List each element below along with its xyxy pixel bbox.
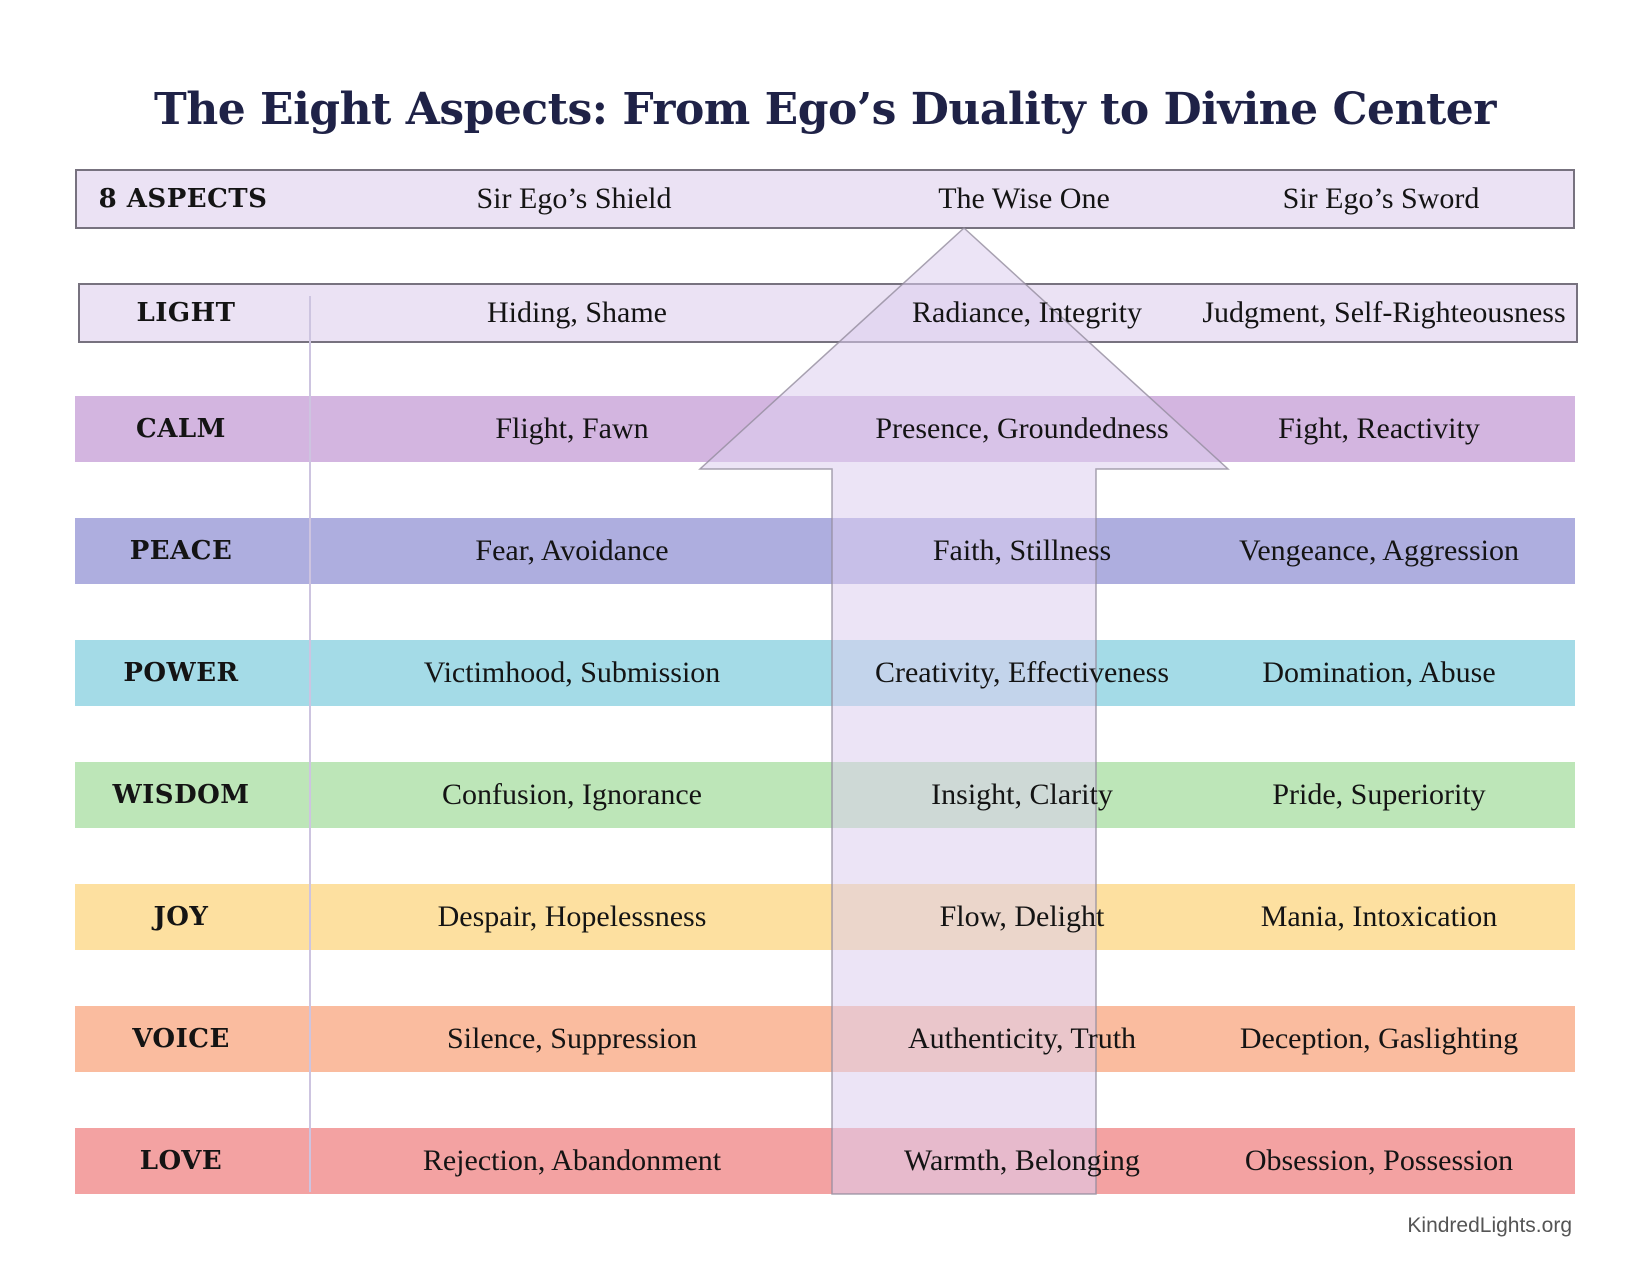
header-center-label: The Wise One [938,182,1110,215]
center-cell: Warmth, Belonging [904,1144,1140,1177]
aspect-label: LIGHT [136,298,236,328]
sword-cell: Mania, Intoxication [1260,900,1498,933]
center-cell: Authenticity, Truth [907,1022,1137,1055]
center-cell: Presence, Groundedness [875,412,1169,445]
aspect-row-calm: CALM Flight, Fawn Presence, Groundedness… [75,396,1575,462]
shield-cell: Hiding, Shame [487,296,667,329]
aspect-row-light: LIGHT Hiding, Shame Radiance, Integrity … [78,283,1578,343]
header-shield-label: Sir Ego’s Shield [476,182,672,215]
aspect-label: POWER [123,658,239,688]
sword-cell: Obsession, Possession [1244,1144,1514,1177]
aspect-row-voice: VOICE Silence, Suppression Authenticity,… [75,1006,1575,1072]
aspect-label: PEACE [129,536,233,566]
aspect-row-power: POWER Victimhood, Submission Creativity,… [75,640,1575,706]
shield-cell: Despair, Hopelessness [437,900,707,933]
aspect-label: JOY [153,902,209,932]
center-cell: Flow, Delight [939,900,1105,933]
aspect-row-peace: PEACE Fear, Avoidance Faith, Stillness V… [75,518,1575,584]
header-sword-label: Sir Ego’s Sword [1282,182,1480,215]
aspect-row-wisdom: WISDOM Confusion, Ignorance Insight, Cla… [75,762,1575,828]
aspect-label: LOVE [139,1146,223,1176]
header-row: 8 ASPECTS Sir Ego’s Shield The Wise One … [75,169,1575,229]
aspect-label: CALM [136,414,226,444]
shield-cell: Fear, Avoidance [475,534,669,567]
center-cell: Faith, Stillness [932,534,1112,567]
sword-cell: Fight, Reactivity [1278,412,1480,445]
header-aspects-label: 8 ASPECTS [98,184,268,214]
shield-cell: Victimhood, Submission [423,656,721,689]
sword-cell: Judgment, Self-Righteousness [1202,296,1566,329]
center-cell: Radiance, Integrity [912,296,1142,329]
center-cell: Creativity, Effectiveness [874,656,1170,689]
shield-cell: Confusion, Ignorance [442,778,702,811]
shield-cell: Flight, Fawn [495,412,649,445]
sword-cell: Pride, Superiority [1272,778,1486,811]
aspect-row-joy: JOY Despair, Hopelessness Flow, Delight … [75,884,1575,950]
column-divider-line [309,296,311,1192]
site-credit: KindredLights.org [1407,1214,1572,1237]
shield-cell: Rejection, Abandonment [422,1144,722,1177]
aspect-label: VOICE [132,1024,230,1054]
page-title: The Eight Aspects: From Ego’s Duality to… [154,84,1496,135]
sword-cell: Deception, Gaslighting [1239,1022,1519,1055]
shield-cell: Silence, Suppression [447,1022,697,1055]
sword-cell: Vengeance, Aggression [1239,534,1519,567]
center-cell: Insight, Clarity [931,778,1113,811]
aspect-row-love: LOVE Rejection, Abandonment Warmth, Belo… [75,1128,1575,1194]
sword-cell: Domination, Abuse [1262,656,1496,689]
aspect-label: WISDOM [112,780,250,810]
